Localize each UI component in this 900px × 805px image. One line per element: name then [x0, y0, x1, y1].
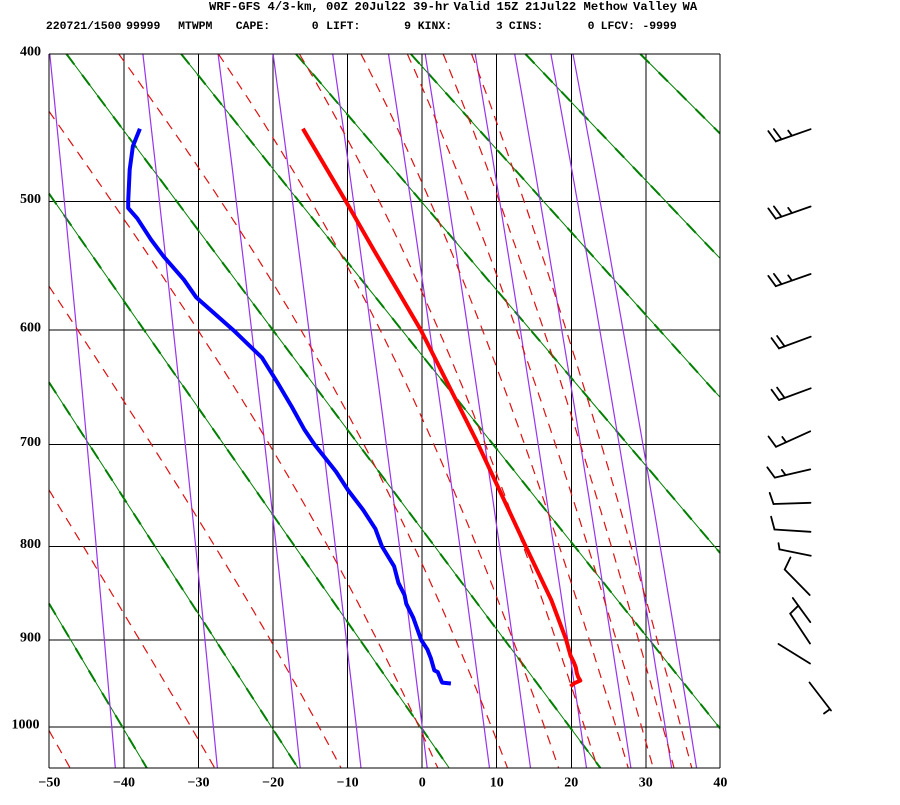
svg-text:9: 9: [404, 20, 411, 33]
svg-text:0: 0: [588, 20, 595, 33]
svg-text:0: 0: [312, 20, 319, 33]
svg-text:−10: −10: [337, 776, 359, 791]
svg-text:LFCV:: LFCV:: [601, 20, 635, 33]
svg-text:4/3-km,: 4/3-km,: [268, 0, 319, 14]
svg-text:15Z: 15Z: [497, 0, 519, 14]
svg-text:700: 700: [20, 435, 41, 450]
svg-text:99999: 99999: [126, 20, 160, 33]
svg-text:−50: −50: [38, 776, 60, 791]
svg-text:10: 10: [490, 776, 504, 791]
svg-text:3: 3: [496, 20, 503, 33]
svg-text:1000: 1000: [12, 718, 40, 733]
svg-text:MTWPM: MTWPM: [178, 20, 212, 33]
svg-text:LIFT:: LIFT:: [326, 20, 360, 33]
svg-text:220721/1500: 220721/1500: [46, 20, 122, 33]
svg-text:30: 30: [639, 776, 653, 791]
svg-text:0: 0: [419, 776, 426, 791]
svg-text:800: 800: [20, 537, 41, 552]
svg-text:500: 500: [20, 192, 41, 207]
svg-text:00Z: 00Z: [326, 0, 348, 14]
svg-text:20: 20: [564, 776, 578, 791]
svg-text:KINX:: KINX:: [418, 20, 452, 33]
svg-text:−40: −40: [113, 776, 135, 791]
svg-text:−30: −30: [188, 776, 210, 791]
svg-text:40: 40: [713, 776, 727, 791]
svg-text:CAPE:: CAPE:: [236, 20, 270, 33]
svg-text:400: 400: [20, 45, 41, 60]
svg-text:20Jul22: 20Jul22: [355, 0, 406, 14]
svg-text:−20: −20: [262, 776, 284, 791]
svg-text:-9999: -9999: [642, 20, 676, 33]
svg-text:21Jul22: 21Jul22: [525, 0, 576, 14]
svg-text:WA: WA: [683, 0, 698, 14]
svg-text:CINS:: CINS:: [509, 20, 543, 33]
svg-text:WRF-GFS: WRF-GFS: [209, 0, 260, 14]
svg-text:Methow: Methow: [584, 0, 629, 14]
svg-text:39-hr: 39-hr: [413, 0, 450, 14]
svg-text:Valley: Valley: [633, 0, 678, 14]
svg-text:900: 900: [20, 631, 41, 646]
svg-text:600: 600: [20, 321, 41, 336]
svg-text:Valid: Valid: [454, 0, 491, 14]
